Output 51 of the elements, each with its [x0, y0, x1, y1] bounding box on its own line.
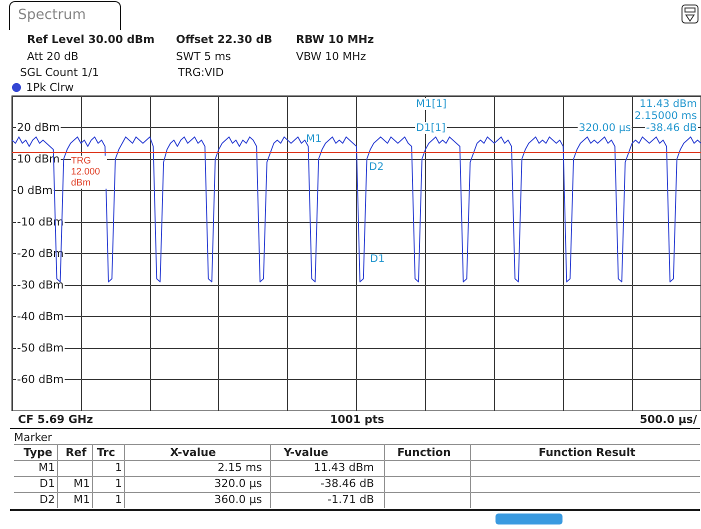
- text: 11.43 dBm: [314, 461, 374, 475]
- text: VBW 10 MHz: [296, 50, 366, 64]
- text: Function Result: [538, 446, 636, 460]
- ref-line-label: TRG 12.000 dBm: [71, 156, 103, 189]
- text: D1: [40, 477, 55, 491]
- text: Att 20 dB: [27, 50, 78, 64]
- annotation: M1: [306, 132, 322, 146]
- text: Marker: [14, 431, 52, 445]
- text: 500.0 µs/: [640, 413, 697, 427]
- text: M1: [74, 477, 90, 491]
- text: 1: [115, 461, 122, 475]
- text: 320.0 µs: [214, 477, 262, 491]
- text: 2.15 ms: [218, 461, 262, 475]
- annotation: 11.43 dBm: [638, 98, 698, 110]
- annotation: D2: [369, 160, 384, 174]
- y-tick-label: -60 dBm: [17, 373, 64, 386]
- legend-label: 1Pk Clrw: [26, 81, 74, 94]
- text: Ref: [66, 446, 86, 460]
- text: Offset 22.30 dB: [176, 33, 272, 47]
- annotation: D1: [370, 252, 385, 266]
- text: X-value: [170, 446, 216, 460]
- text: SGL Count 1/1: [20, 66, 99, 80]
- text: M1: [74, 493, 90, 507]
- annotation: 320.00 µs: [578, 122, 632, 134]
- text: Function: [397, 446, 451, 460]
- text: RBW 10 MHz: [296, 33, 374, 47]
- text: M1: [38, 461, 55, 475]
- text: D2: [40, 493, 55, 507]
- text: Type: [24, 446, 52, 460]
- y-tick-label: -40 dBm: [17, 310, 64, 323]
- text: Ref Level 30.00 dBm: [27, 33, 155, 47]
- text: -1.71 dB: [328, 493, 374, 507]
- annotation: -38.46 dB: [644, 122, 698, 134]
- text: SWT 5 ms: [176, 50, 232, 64]
- annotation: D1[1]: [415, 122, 447, 134]
- text: -38.46 dB: [320, 477, 374, 491]
- y-tick-label: -30 dBm: [17, 278, 64, 292]
- text: 1001 pts: [330, 413, 384, 427]
- y-tick-label: 0 dBm: [17, 184, 53, 197]
- annotation: M1[1]: [415, 98, 448, 110]
- y-tick-label: 20 dBm: [17, 121, 60, 134]
- annotation: 2.15000 ms: [634, 110, 698, 122]
- chart-title: Spectrum: [18, 7, 86, 23]
- text: Trc: [96, 446, 116, 460]
- text: 1: [115, 477, 122, 491]
- text: Y-value: [284, 446, 328, 460]
- text: TRG:VID: [178, 66, 224, 80]
- text: 1: [115, 493, 122, 507]
- text: CF 5.69 GHz: [18, 413, 94, 427]
- y-tick-label: -50 dBm: [17, 342, 64, 354]
- text: 360.0 µs: [214, 493, 262, 507]
